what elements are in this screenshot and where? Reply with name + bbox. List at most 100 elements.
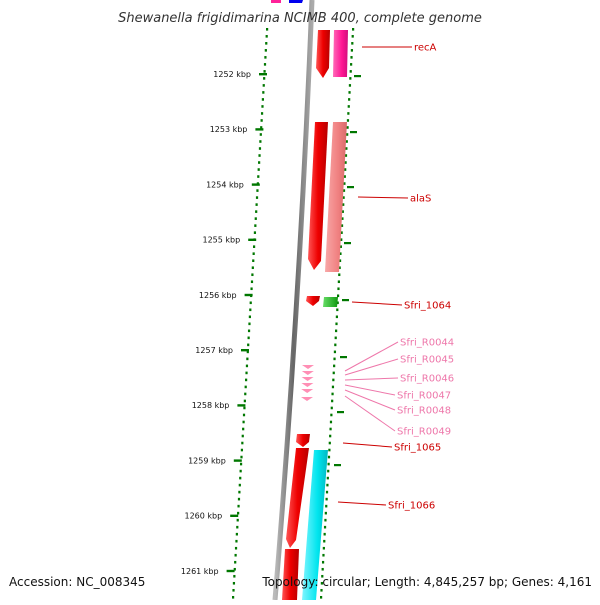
guide-dot — [338, 273, 341, 277]
leader-line — [344, 384, 396, 396]
cog-alaS[interactable] — [325, 122, 347, 272]
guide-dot — [244, 385, 247, 389]
guide-dot — [329, 427, 332, 431]
guide-dot — [329, 420, 333, 424]
guide-dot — [352, 28, 355, 31]
feature-trna-Sfri_R0044[interactable] — [302, 365, 314, 369]
gene-label-Sfri_R0045[interactable]: Sfri_R0045 — [400, 355, 454, 366]
guide-dot — [333, 350, 337, 354]
feature-recA[interactable] — [316, 30, 330, 78]
feature-trna-Sfri_R0046[interactable] — [301, 377, 314, 381]
guide-dot — [347, 112, 350, 115]
guide-dot — [326, 476, 329, 480]
feature-Sfri_1066[interactable] — [286, 448, 309, 548]
guide-dot — [346, 133, 349, 136]
feature-trna-Sfri_R0045[interactable] — [301, 371, 314, 375]
guide-dot — [327, 462, 330, 466]
kbp-tick — [241, 349, 249, 352]
guide-dot — [237, 497, 241, 501]
guide-dot — [258, 161, 261, 164]
leader-line — [357, 196, 409, 199]
cog-recA[interactable] — [333, 30, 348, 77]
gene-label-Sfri_R0046[interactable]: Sfri_R0046 — [400, 374, 454, 385]
guide-dot — [252, 245, 256, 248]
guide-dot — [245, 378, 248, 382]
guide-dot — [344, 161, 347, 164]
partial-feature-top[interactable] — [271, 0, 281, 3]
guide-dot — [247, 336, 250, 340]
guide-dot — [261, 105, 264, 108]
inner-tick — [344, 242, 351, 245]
guide-dot — [236, 525, 239, 529]
gene-label-Sfri_1064[interactable]: Sfri_1064 — [404, 301, 451, 312]
guide-dot — [322, 546, 325, 550]
guide-dot — [320, 596, 323, 599]
kbp-tick — [259, 73, 267, 76]
feature-trna-Sfri_R0048[interactable] — [301, 389, 314, 393]
guide-dot — [324, 511, 327, 515]
guide-dot — [241, 441, 244, 445]
guide-dot — [232, 581, 236, 585]
guide-dot — [265, 42, 268, 45]
guide-dot — [260, 126, 263, 129]
kbp-ruler: 1252 kbp 1253 kbp 1254 kbp 1255 kbp 1256 kbp… — [181, 70, 361, 576]
guide-dot — [239, 469, 242, 473]
guide-dot — [325, 490, 329, 494]
guide-dot — [337, 280, 340, 284]
guide-dot — [345, 140, 348, 143]
leader-line — [344, 341, 399, 372]
guide-dot — [336, 301, 339, 305]
guide-dot — [348, 84, 352, 87]
guide-dot — [344, 168, 347, 171]
guide-dot — [327, 455, 331, 459]
guide-dot — [258, 154, 261, 157]
gene-label-Sfri_R0048[interactable]: Sfri_R0048 — [397, 406, 451, 417]
leader-line — [337, 501, 387, 506]
guide-dot — [348, 98, 351, 101]
topology-text: Topology: circular; Length: 4,845,257 bp… — [261, 575, 592, 589]
feature-alaS[interactable] — [308, 122, 328, 270]
leader-line — [344, 389, 396, 411]
guide-dot — [328, 448, 331, 452]
guide-dot — [234, 546, 238, 550]
guide-dot — [336, 308, 339, 312]
cog-Sfri_1064[interactable] — [323, 297, 338, 307]
guide-dot — [260, 119, 263, 122]
guide-dot — [255, 196, 259, 199]
feature-Sfri_1064[interactable] — [306, 296, 320, 306]
cog-Sfri_1066[interactable] — [302, 450, 328, 600]
guide-dot — [257, 168, 260, 171]
inner-dotted-circle — [320, 28, 355, 599]
guide-dot — [333, 357, 336, 361]
guide-dot — [323, 532, 326, 536]
dotted-guide-circles — [232, 28, 355, 599]
gene-label-alaS[interactable]: alaS — [410, 194, 431, 205]
guide-dot — [237, 504, 240, 508]
guide-dot — [260, 112, 264, 115]
guide-dot — [233, 574, 236, 578]
kbp-tick — [255, 128, 264, 131]
gene-label-Sfri_R0047[interactable]: Sfri_R0047 — [397, 391, 451, 402]
guide-dot — [246, 350, 249, 354]
feature-trna-Sfri_R0049[interactable] — [301, 397, 313, 401]
guide-dot — [241, 434, 244, 438]
guide-dot — [254, 224, 257, 227]
guide-dot — [237, 511, 240, 515]
guide-dot — [244, 392, 247, 396]
feature-next-cds[interactable] — [282, 549, 299, 600]
gene-label-Sfri_1065[interactable]: Sfri_1065 — [394, 443, 441, 454]
feature-Sfri_1065[interactable] — [296, 434, 310, 447]
guide-dot — [350, 63, 353, 66]
gene-label-Sfri_R0049[interactable]: Sfri_R0049 — [397, 427, 451, 438]
guide-dot — [342, 189, 346, 192]
leader-line — [342, 442, 393, 448]
gene-label-Sfri_R0044[interactable]: Sfri_R0044 — [400, 338, 454, 349]
gene-label-recA[interactable]: recA — [414, 43, 437, 54]
feature-trna-Sfri_R0047[interactable] — [301, 383, 314, 387]
gene-label-Sfri_1066[interactable]: Sfri_1066 — [388, 501, 435, 512]
partial-feature-top-blue[interactable] — [289, 0, 303, 3]
guide-dot — [340, 224, 344, 227]
kbp-label: 1259 kbp — [188, 456, 226, 465]
guide-dot — [331, 385, 335, 389]
